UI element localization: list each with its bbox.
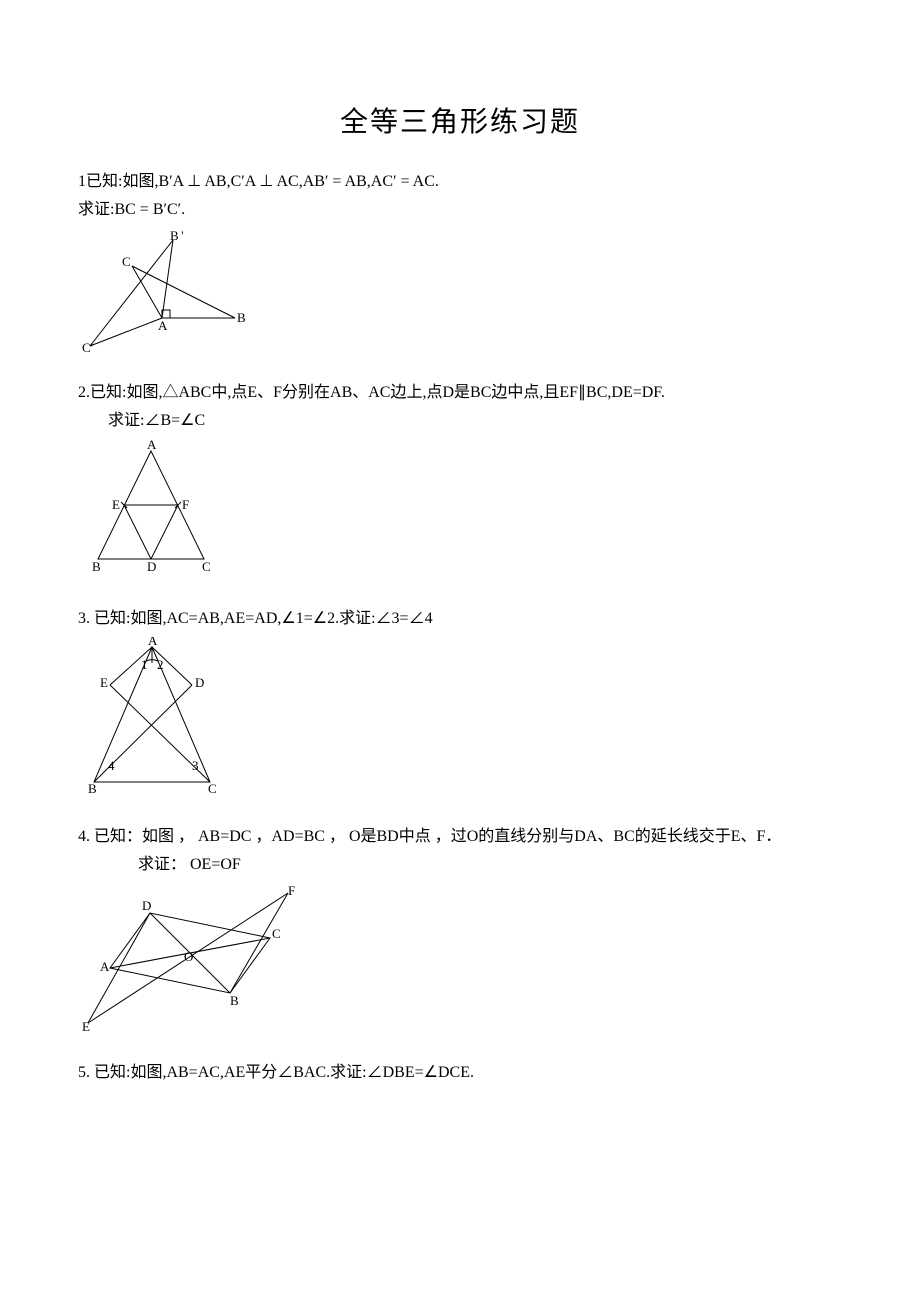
- svg-text:4: 4: [108, 758, 115, 773]
- problem-4-line1: 4. 已知：如图 ， AB=DC ，AD=BC ， O是BD中点 ，过O的直线分…: [78, 825, 842, 849]
- svg-text:D: D: [195, 675, 204, 690]
- problem-1-line2: 求证:BC = B′C′.: [78, 198, 842, 222]
- svg-text:B: B: [92, 559, 101, 574]
- svg-text:F: F: [288, 883, 295, 898]
- svg-text:2: 2: [157, 657, 164, 672]
- svg-text:E: E: [100, 675, 108, 690]
- svg-text:A: A: [158, 318, 168, 333]
- svg-text:1: 1: [141, 657, 148, 672]
- diagram-4: D C A B O E F: [80, 883, 310, 1033]
- svg-text:C: C: [208, 781, 217, 796]
- svg-text:O: O: [184, 949, 193, 964]
- svg-text:B: B: [237, 310, 246, 325]
- problem-5-line1: 5. 已知:如图,AB=AC,AE平分∠BAC.求证:∠DBE=∠DCE.: [78, 1061, 842, 1085]
- svg-text:D: D: [147, 559, 156, 574]
- svg-text:3: 3: [192, 758, 199, 773]
- problem-4-line2: 求证： OE=OF: [78, 853, 842, 877]
- svg-text:D: D: [142, 898, 151, 913]
- problem-2-line2: 求证:∠B=∠C: [78, 409, 842, 433]
- page-title: 全等三角形练习题: [78, 100, 842, 140]
- svg-text:F: F: [182, 497, 189, 512]
- problem-1-line1: 1已知:如图,B′A ⊥ AB,C′A ⊥ AC,AB′ = AB,AC′ = …: [78, 170, 842, 194]
- svg-text:A: A: [100, 959, 110, 974]
- svg-text:E: E: [112, 497, 120, 512]
- svg-text:B ': B ': [170, 228, 184, 243]
- svg-text:C': C': [82, 340, 93, 353]
- svg-text:A: A: [148, 637, 158, 648]
- worksheet-page: 全等三角形练习题 1已知:如图,B′A ⊥ AB,C′A ⊥ AC,AB′ = …: [0, 0, 920, 1302]
- diagram-1: A B B ' C C': [80, 228, 260, 353]
- svg-text:A: A: [147, 439, 157, 452]
- problem-3-line1: 3. 已知:如图,AC=AB,AE=AD,∠1=∠2.求证:∠3=∠4: [78, 607, 842, 631]
- svg-text:E: E: [82, 1019, 90, 1033]
- svg-text:B: B: [230, 993, 239, 1008]
- diagram-2: A E F B D C: [80, 439, 230, 579]
- svg-text:C: C: [272, 926, 281, 941]
- svg-text:C: C: [202, 559, 211, 574]
- diagram-3: A 1 2 E D B C 4 3: [80, 637, 240, 797]
- problem-2-line1: 2.已知:如图,△ABC中,点E、F分别在AB、AC边上,点D是BC边中点,且E…: [78, 381, 842, 405]
- svg-text:C: C: [122, 254, 131, 269]
- svg-text:B: B: [88, 781, 97, 796]
